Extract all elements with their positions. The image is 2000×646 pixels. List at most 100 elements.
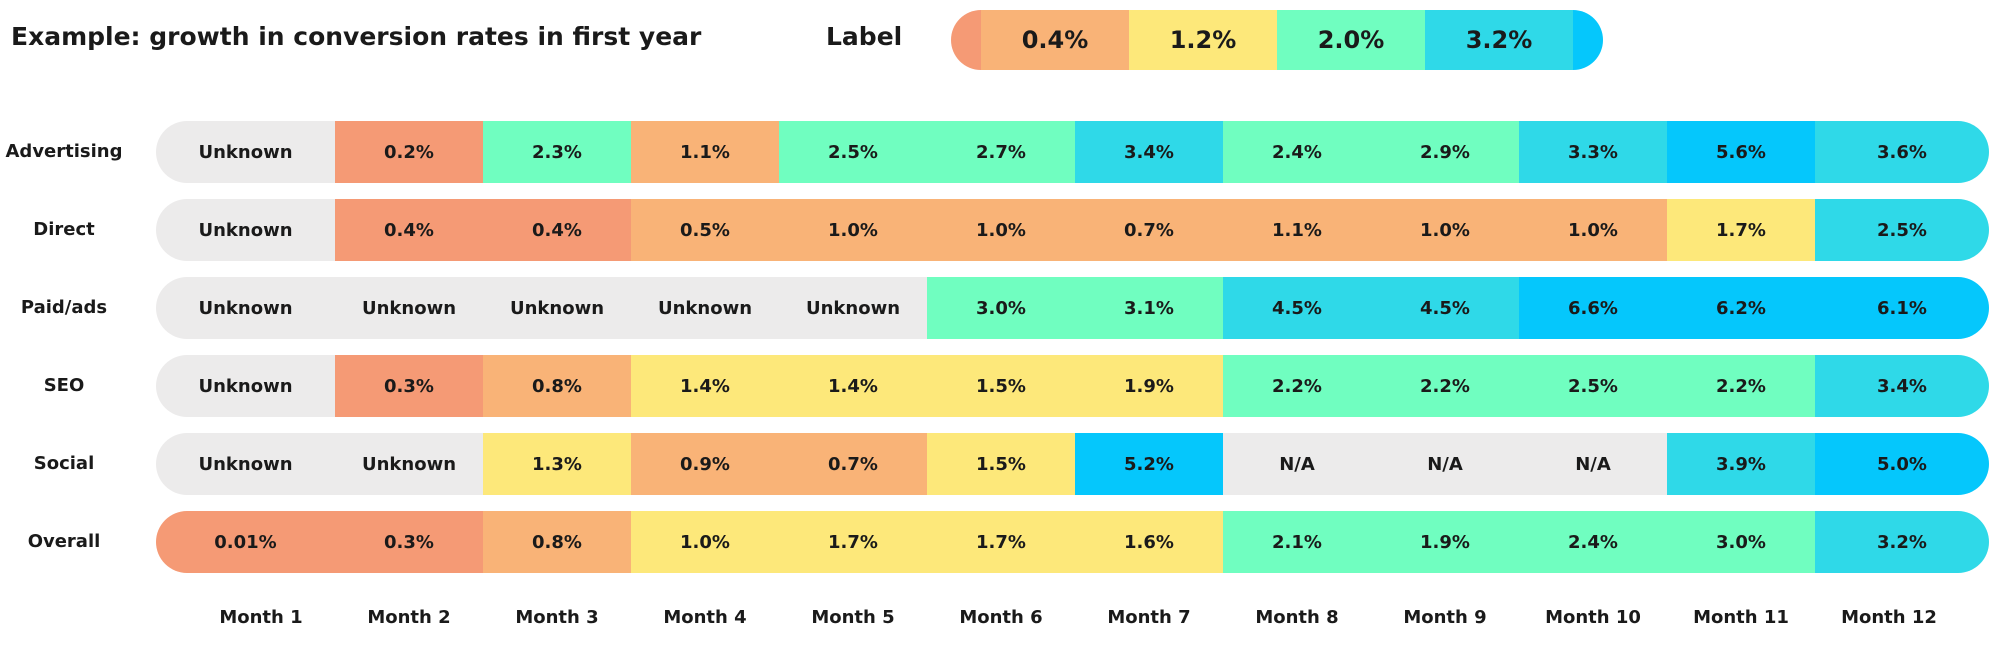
heatmap-cell: 5.2% [1075,433,1223,495]
heatmap-cell: 0.2% [335,121,483,183]
heatmap-cell: 1.3% [483,433,631,495]
row-label: Paid/ads [20,297,108,318]
heatmap-cell: 1.0% [1371,199,1519,261]
row-label: Advertising [5,141,123,162]
heatmap-cell: 3.4% [1815,355,1989,417]
row-label: SEO [43,375,85,396]
heatmap-row: 0.01% 0.3% 0.8% 1.0% 1.7% 1.7% 1.6% 2.1% 1.9% 2.4… [156,511,1989,573]
heatmap-cell: Unknown [156,277,335,339]
legend-cap-left [951,10,981,70]
heatmap-cell: Unknown [335,433,483,495]
heatmap-cell: 1.7% [779,511,927,573]
heatmap-cell: 2.4% [1519,511,1667,573]
month-label: Month 1 [219,607,303,628]
heatmap-cell: 1.0% [631,511,779,573]
heatmap-cell: 1.0% [927,199,1075,261]
heatmap-cell: 1.0% [779,199,927,261]
chart-title: Example: growth in conversion rates in f… [11,22,702,51]
heatmap-cell: 2.2% [1371,355,1519,417]
heatmap-cell: 0.7% [779,433,927,495]
heatmap-cell: 3.6% [1815,121,1989,183]
heatmap-cell: 4.5% [1223,277,1371,339]
month-label: Month 8 [1255,607,1339,628]
legend-cap-right [1573,10,1603,70]
heatmap-cell: 4.5% [1371,277,1519,339]
heatmap-cell: Unknown [156,121,335,183]
month-label: Month 7 [1107,607,1191,628]
month-label: Month 2 [367,607,451,628]
color-legend: 0.4% 1.2% 2.0% 3.2% [951,10,1603,70]
heatmap-cell: Unknown [156,433,335,495]
heatmap-cell: N/A [1223,433,1371,495]
heatmap-cell: 0.4% [335,199,483,261]
legend-item: 2.0% [1277,10,1425,70]
heatmap-cell: 2.3% [483,121,631,183]
heatmap-row: Unknown Unknown 1.3% 0.9% 0.7% 1.5% 5.2% N/A N/A… [156,433,1989,495]
heatmap-cell: 2.2% [1223,355,1371,417]
heatmap-cell: Unknown [335,277,483,339]
month-label: Month 6 [959,607,1043,628]
heatmap-cell: 5.0% [1815,433,1989,495]
heatmap-cell: 1.7% [927,511,1075,573]
heatmap-cell: 1.4% [631,355,779,417]
month-label: Month 9 [1403,607,1487,628]
row-label: Social [33,453,95,474]
month-label: Month 3 [515,607,599,628]
heatmap-cell: 1.0% [1519,199,1667,261]
heatmap-cell: 1.1% [1223,199,1371,261]
heatmap-cell: 0.5% [631,199,779,261]
heatmap-cell: 0.9% [631,433,779,495]
heatmap-cell: 0.8% [483,355,631,417]
heatmap-cell: 6.1% [1815,277,1989,339]
heatmap-cell: N/A [1371,433,1519,495]
heatmap-cell: 2.9% [1371,121,1519,183]
heatmap-cell: 1.6% [1075,511,1223,573]
heatmap-cell: 1.9% [1371,511,1519,573]
heatmap-cell: 1.5% [927,355,1075,417]
month-label: Month 5 [811,607,895,628]
heatmap-cell: 0.4% [483,199,631,261]
row-label: Overall [27,531,101,552]
heatmap-cell: Unknown [631,277,779,339]
heatmap-cell: Unknown [483,277,631,339]
heatmap-cell: 3.0% [1667,511,1815,573]
heatmap-cell: 0.7% [1075,199,1223,261]
heatmap-cell: 3.1% [1075,277,1223,339]
legend-item: 3.2% [1425,10,1573,70]
heatmap-row: Unknown Unknown Unknown Unknown Unknown 3.0% 3… [156,277,1989,339]
heatmap-cell: 6.2% [1667,277,1815,339]
row-label: Direct [33,219,95,240]
heatmap-cell: 1.4% [779,355,927,417]
heatmap-row: Unknown 0.4% 0.4% 0.5% 1.0% 1.0% 0.7% 1.1% 1.0% 1… [156,199,1989,261]
legend-item: 0.4% [981,10,1129,70]
heatmap-cell: 2.4% [1223,121,1371,183]
heatmap-cell: 5.6% [1667,121,1815,183]
heatmap-cell: 0.8% [483,511,631,573]
heatmap-cell: 2.5% [779,121,927,183]
heatmap-row: Unknown 0.2% 2.3% 1.1% 2.5% 2.7% 3.4% 2.4% 2.9% 3… [156,121,1989,183]
heatmap-cell: 2.2% [1667,355,1815,417]
heatmap-cell: 3.0% [927,277,1075,339]
heatmap-cell: 0.01% [156,511,335,573]
legend-label: Label [826,22,903,51]
heatmap-cell: 3.3% [1519,121,1667,183]
heatmap-cell: 2.5% [1519,355,1667,417]
month-label: Month 11 [1693,607,1789,628]
heatmap-cell: 1.7% [1667,199,1815,261]
month-label: Month 10 [1545,607,1641,628]
heatmap-cell: 0.3% [335,355,483,417]
heatmap-cell: 0.3% [335,511,483,573]
heatmap-cell: 3.4% [1075,121,1223,183]
heatmap-cell: 3.2% [1815,511,1989,573]
month-label: Month 12 [1841,607,1937,628]
heatmap-cell: 6.6% [1519,277,1667,339]
legend-item: 1.2% [1129,10,1277,70]
heatmap-cell: 2.7% [927,121,1075,183]
heatmap-row: Unknown 0.3% 0.8% 1.4% 1.4% 1.5% 1.9% 2.2% 2.2% 2… [156,355,1989,417]
heatmap-cell: 2.1% [1223,511,1371,573]
month-label: Month 4 [663,607,747,628]
heatmap-cell: N/A [1519,433,1667,495]
heatmap-cell: 1.9% [1075,355,1223,417]
heatmap-cell: Unknown [779,277,927,339]
heatmap-cell: 1.5% [927,433,1075,495]
